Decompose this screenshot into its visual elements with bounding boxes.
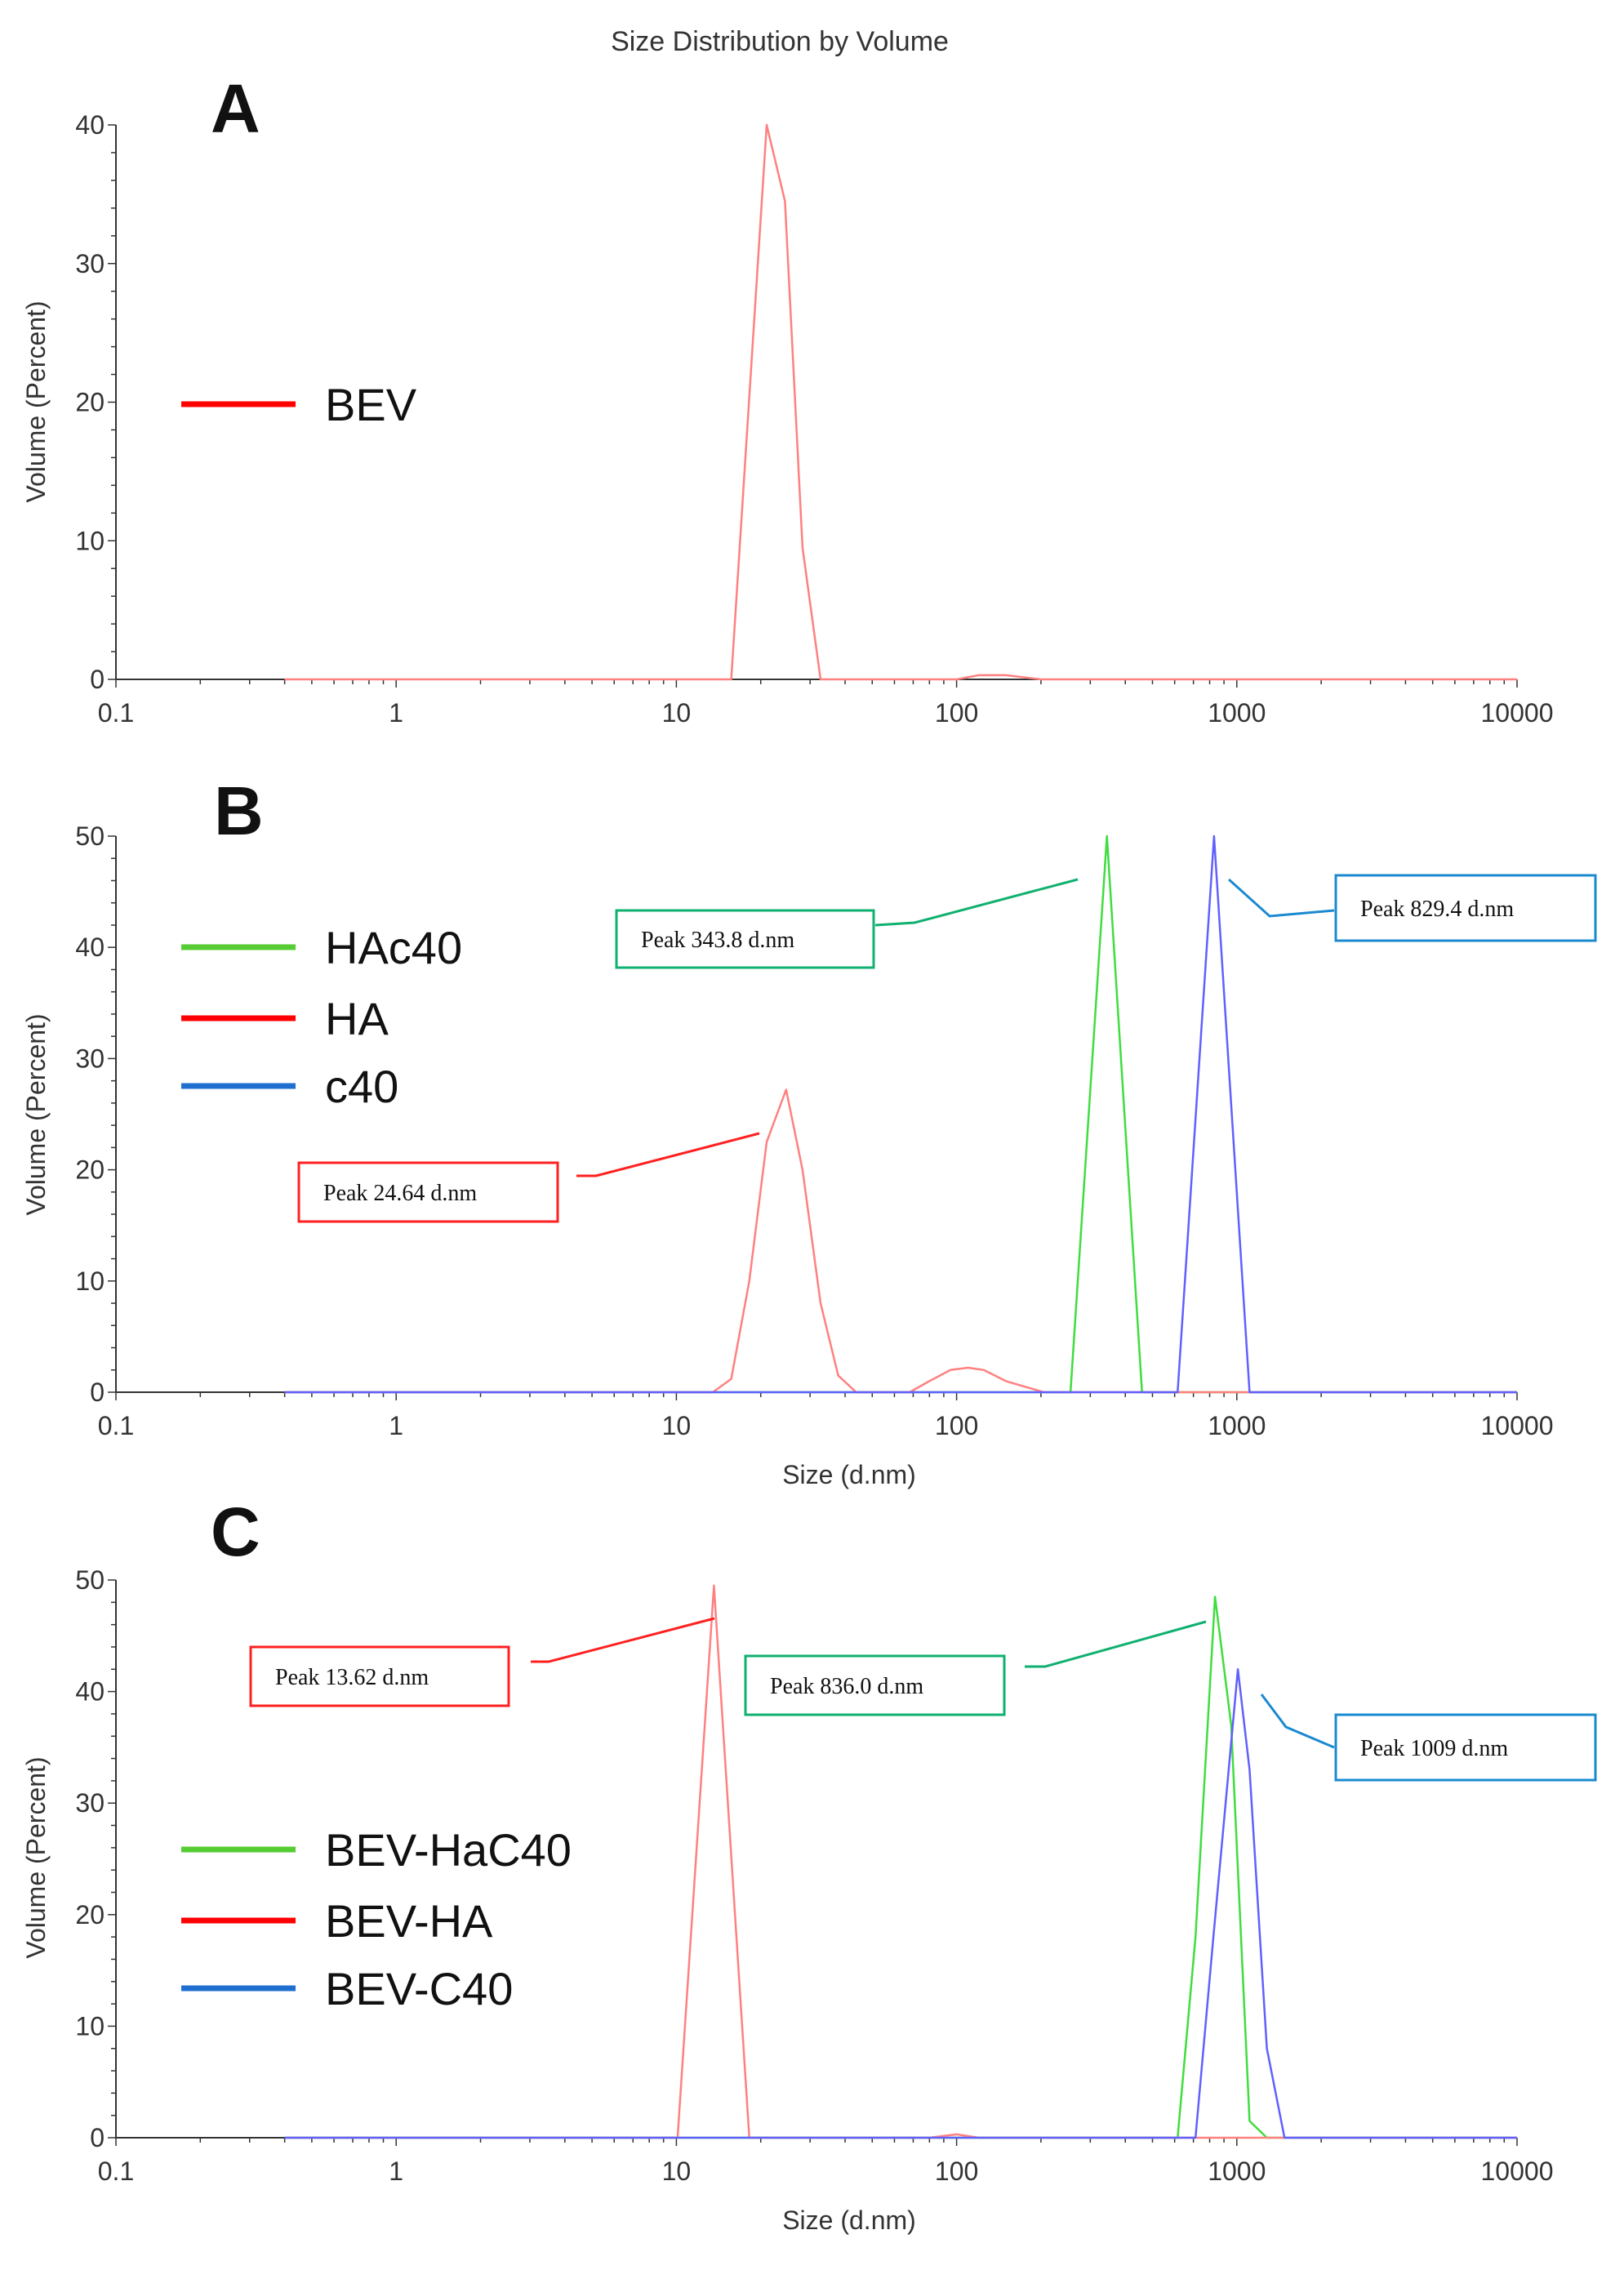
panel-a-y-tick-label: 30 bbox=[75, 249, 105, 278]
panel-a-x-tick-label: 10 bbox=[662, 698, 692, 728]
panel-a-legend-label: BEV bbox=[325, 379, 417, 430]
panel-c-series-bev-hac40-line bbox=[284, 1596, 1517, 2139]
panel-c-x-tick-label: 0.1 bbox=[98, 2156, 134, 2186]
panel-b-peak-callout-label: Peak 343.8 d.nm bbox=[641, 928, 794, 953]
panel-c-peak-callout-label: Peak 1009 d.nm bbox=[1360, 1736, 1508, 1761]
panel-b-x-tick-label: 100 bbox=[935, 1411, 978, 1440]
panel-b-y-tick-label: 20 bbox=[75, 1155, 105, 1185]
panel-b-x-tick-label: 10 bbox=[662, 1411, 692, 1440]
panel-c-y-tick-label: 40 bbox=[75, 1677, 105, 1707]
panel-b-peak-callout-leader bbox=[576, 1132, 760, 1177]
panel-c-y-tick-label: 50 bbox=[75, 1565, 105, 1595]
panel-c-peak-callout-leader bbox=[531, 1617, 715, 1663]
panel-c-peak-callout-label: Peak 836.0 d.nm bbox=[770, 1674, 923, 1699]
panel-c-peak-callout-label: Peak 13.62 d.nm bbox=[275, 1665, 429, 1690]
panel-c-y-tick-label: 0 bbox=[90, 2123, 105, 2152]
panel-b-x-tick-label: 1000 bbox=[1208, 1411, 1266, 1440]
panel-c-y-tick-label: 30 bbox=[75, 1788, 105, 1818]
panel-b-peak-callout-leader bbox=[1227, 878, 1335, 918]
panel-a-y-tick-label: 0 bbox=[90, 665, 105, 694]
panel-b-peak-callout-label: Peak 829.4 d.nm bbox=[1360, 897, 1514, 922]
panel-b-legend-label: HAc40 bbox=[325, 922, 462, 973]
panel-c-peak-callout-box bbox=[1334, 1713, 1597, 1782]
panel-a-x-tick-label: 100 bbox=[935, 698, 978, 728]
panel-b-x-axis-title: Size (d.nm) bbox=[782, 1460, 916, 1489]
panel-c-x-tick-label: 1 bbox=[389, 2156, 403, 2186]
panel-b-peak-callout-box bbox=[615, 909, 875, 969]
panel-b-y-tick-label: 50 bbox=[75, 821, 105, 851]
panel-c-x-tick-label: 10 bbox=[662, 2156, 692, 2186]
panel-a-letter: A bbox=[211, 70, 260, 147]
panel-c-legend-label: BEV-HaC40 bbox=[325, 1824, 572, 1876]
figure-title: Size Distribution by Volume bbox=[611, 26, 949, 57]
panel-a-series-bev-line bbox=[284, 123, 1517, 681]
panel-c-legend-label: BEV-C40 bbox=[325, 1963, 513, 2014]
panel-c-letter: C bbox=[211, 1493, 260, 1570]
panel-b-series-c40-line bbox=[284, 835, 1517, 1394]
panel-a-x-tick-label: 1 bbox=[389, 698, 403, 728]
panel-b-y-tick-label: 0 bbox=[90, 1378, 105, 1407]
panel-c-x-tick-label: 1000 bbox=[1208, 2156, 1266, 2186]
panel-c-x-tick-label: 10000 bbox=[1481, 2156, 1554, 2186]
panel-a-x-tick-label: 1000 bbox=[1208, 698, 1266, 728]
panel-b-x-tick-label: 10000 bbox=[1481, 1411, 1554, 1440]
panel-b-legend-label: HA bbox=[325, 993, 389, 1044]
panel-b-y-axis-title: Volume (Percent) bbox=[21, 1013, 51, 1215]
panel-c-y-tick-label: 20 bbox=[75, 1900, 105, 1930]
panel-b-peak-callout-leader bbox=[874, 878, 1079, 927]
panel-c-y-tick-label: 10 bbox=[75, 2011, 105, 2041]
panel-b-letter: B bbox=[214, 772, 264, 849]
panel-a-y-axis-title: Volume (Percent) bbox=[21, 300, 51, 502]
panel-b-x-tick-label: 0.1 bbox=[98, 1411, 134, 1440]
panel-a-y-tick-label: 10 bbox=[75, 526, 105, 555]
panel-b-x-tick-label: 1 bbox=[389, 1411, 403, 1440]
panel-b-peak-callout-label: Peak 24.64 d.nm bbox=[323, 1181, 477, 1206]
panel-c-series-bev-c40-line bbox=[284, 1668, 1517, 2139]
panel-c-peak-callout-leader bbox=[1260, 1694, 1335, 1749]
panel-a-y-tick-label: 20 bbox=[75, 388, 105, 417]
panel-c-x-tick-label: 100 bbox=[935, 2156, 978, 2186]
panel-c-y-axis-title: Volume (Percent) bbox=[21, 1756, 51, 1958]
panel-b-y-tick-label: 10 bbox=[75, 1266, 105, 1296]
panel-b-y-tick-label: 40 bbox=[75, 932, 105, 962]
panel-b-peak-callout-box bbox=[1334, 874, 1597, 942]
panel-c-peak-callout-leader bbox=[1025, 1620, 1207, 1668]
panel-c-peak-callout-box bbox=[744, 1654, 1006, 1716]
panel-c-x-axis-title: Size (d.nm) bbox=[782, 2205, 916, 2235]
panel-c-legend-label: BEV-HA bbox=[325, 1895, 493, 1947]
panel-b-series-ha-line bbox=[284, 1088, 1517, 1394]
panel-a-y-tick-label: 40 bbox=[75, 110, 105, 140]
panel-c-peak-callout-box bbox=[249, 1645, 510, 1707]
panel-b-y-tick-label: 30 bbox=[75, 1044, 105, 1073]
panel-a-x-tick-label: 0.1 bbox=[98, 698, 134, 728]
panel-a-x-tick-label: 10000 bbox=[1481, 698, 1554, 728]
panel-b-peak-callout-box bbox=[297, 1161, 559, 1223]
panel-b-legend-label: c40 bbox=[325, 1061, 398, 1112]
